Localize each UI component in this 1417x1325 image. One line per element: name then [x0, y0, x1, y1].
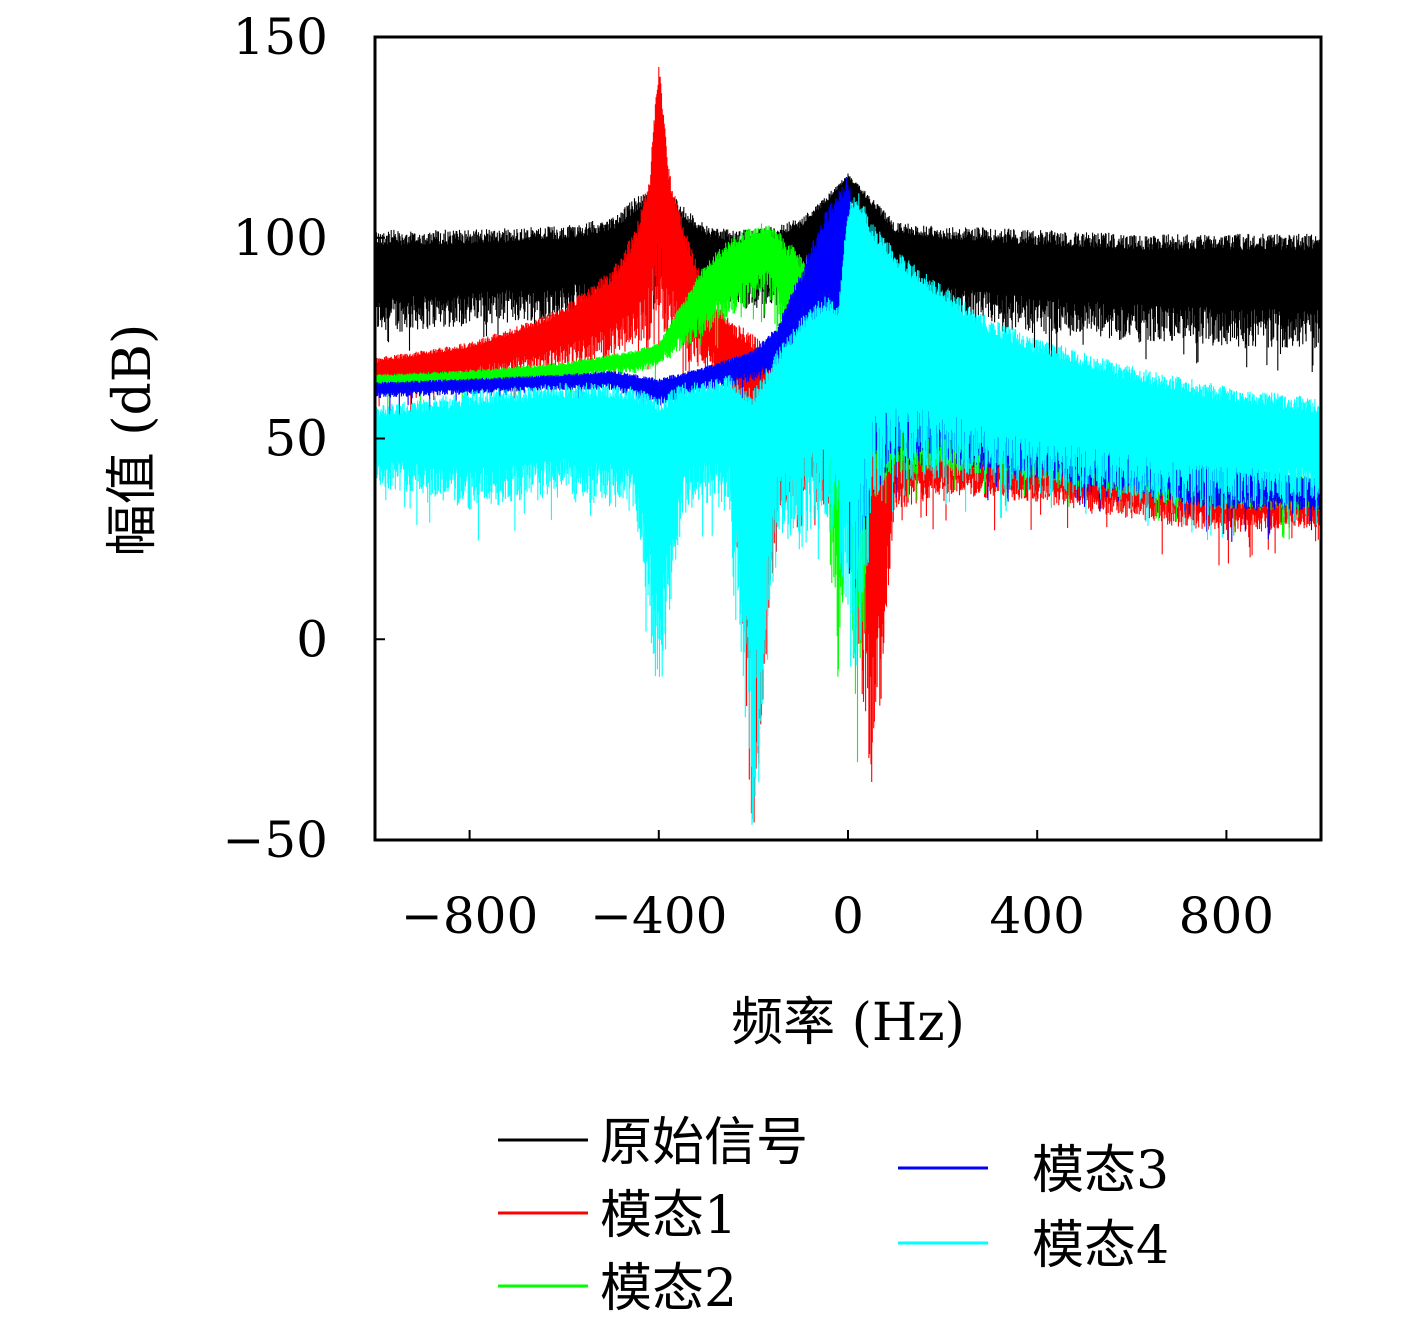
x-tick-label: 800: [1179, 887, 1274, 945]
legend-item: 模态2: [498, 1259, 737, 1319]
legend-label: 模态4: [1032, 1216, 1169, 1276]
legend-label: 模态2: [600, 1259, 737, 1319]
series-line: [375, 193, 1321, 825]
ticks-layer: [375, 36, 1228, 841]
legend-label: 原始信号: [600, 1113, 808, 1173]
x-tick-label: −800: [401, 887, 538, 945]
legend-item: 模态3: [898, 1141, 1169, 1201]
legend-label: 模态1: [600, 1186, 737, 1246]
x-tick-label: −400: [590, 887, 727, 945]
series-layer: [375, 67, 1321, 825]
x-tick-label: 400: [989, 887, 1084, 945]
y-axis-title: 幅值 (dB): [103, 324, 163, 557]
x-tick-label: 0: [832, 887, 864, 945]
legend-label: 模态3: [1032, 1141, 1169, 1201]
series-4: [375, 193, 1321, 825]
legend-item: 模态4: [898, 1216, 1169, 1276]
y-tick-label: 50: [264, 410, 328, 468]
legend-item: 原始信号: [498, 1113, 808, 1173]
y-tick-labels: −50 0 50 100 150: [222, 8, 328, 869]
x-tick-labels: −800 −400 0 400 800: [401, 887, 1274, 945]
y-tick-label: 100: [233, 209, 328, 267]
y-tick-label: −50: [222, 811, 328, 869]
y-tick-label: 150: [233, 8, 328, 66]
legend-item: 模态1: [498, 1186, 737, 1246]
x-axis-title: 频率 (Hz): [731, 993, 965, 1053]
y-tick-label: 0: [296, 610, 328, 668]
